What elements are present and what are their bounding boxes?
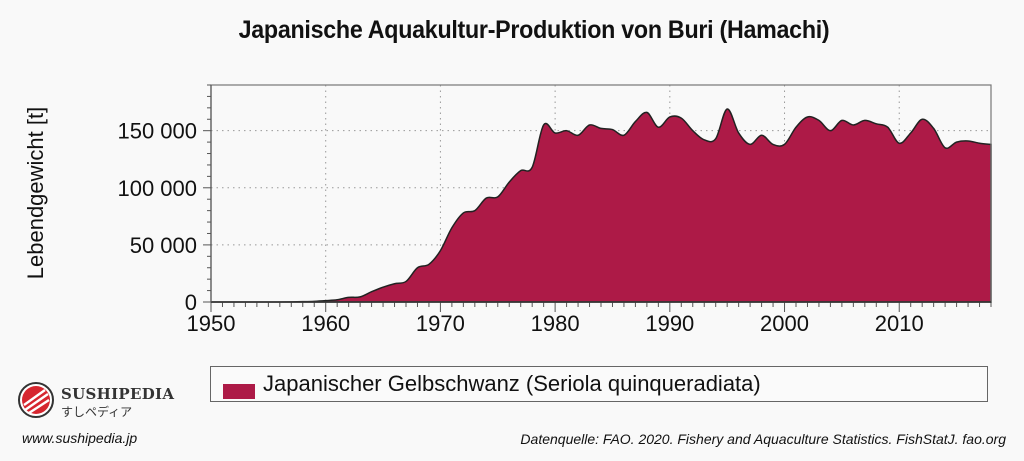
data-source-note: Datenquelle: FAO. 2020. Fishery and Aqua…	[520, 431, 1006, 447]
svg-text:1950: 1950	[187, 311, 236, 336]
production-area-series	[211, 108, 992, 303]
sushi-roll-logo-icon	[18, 382, 54, 418]
svg-text:1960: 1960	[301, 311, 350, 336]
website-link[interactable]: www.sushipedia.jp	[22, 430, 138, 446]
svg-text:100 000: 100 000	[117, 176, 197, 201]
svg-text:1980: 1980	[531, 311, 580, 336]
svg-text:50 000: 50 000	[130, 233, 197, 258]
svg-text:150 000: 150 000	[117, 119, 197, 144]
svg-text:1970: 1970	[416, 311, 465, 336]
sushipedia-logo: SUSHIPEDIA すしペディア	[17, 381, 174, 424]
logo-kana-text: すしペディア	[61, 405, 133, 419]
y-axis-label: Lebendgewicht [t]	[23, 107, 48, 279]
axes: 0 50 000 100 000 150 000 1950 1960 1970 1980 199…	[117, 84, 992, 336]
chart-title: Japanische Aquakultur-Produktion von Bur…	[238, 16, 830, 44]
legend-swatch	[223, 384, 255, 399]
legend: Japanischer Gelbschwanz (Seriola quinque…	[210, 366, 988, 402]
svg-text:2000: 2000	[760, 311, 809, 336]
logo-brand-text: SUSHIPEDIA	[61, 385, 175, 403]
svg-text:0: 0	[185, 290, 197, 315]
svg-text:1990: 1990	[645, 311, 694, 336]
svg-text:2010: 2010	[875, 311, 924, 336]
legend-label: Japanischer Gelbschwanz (Seriola quinque…	[263, 371, 761, 396]
